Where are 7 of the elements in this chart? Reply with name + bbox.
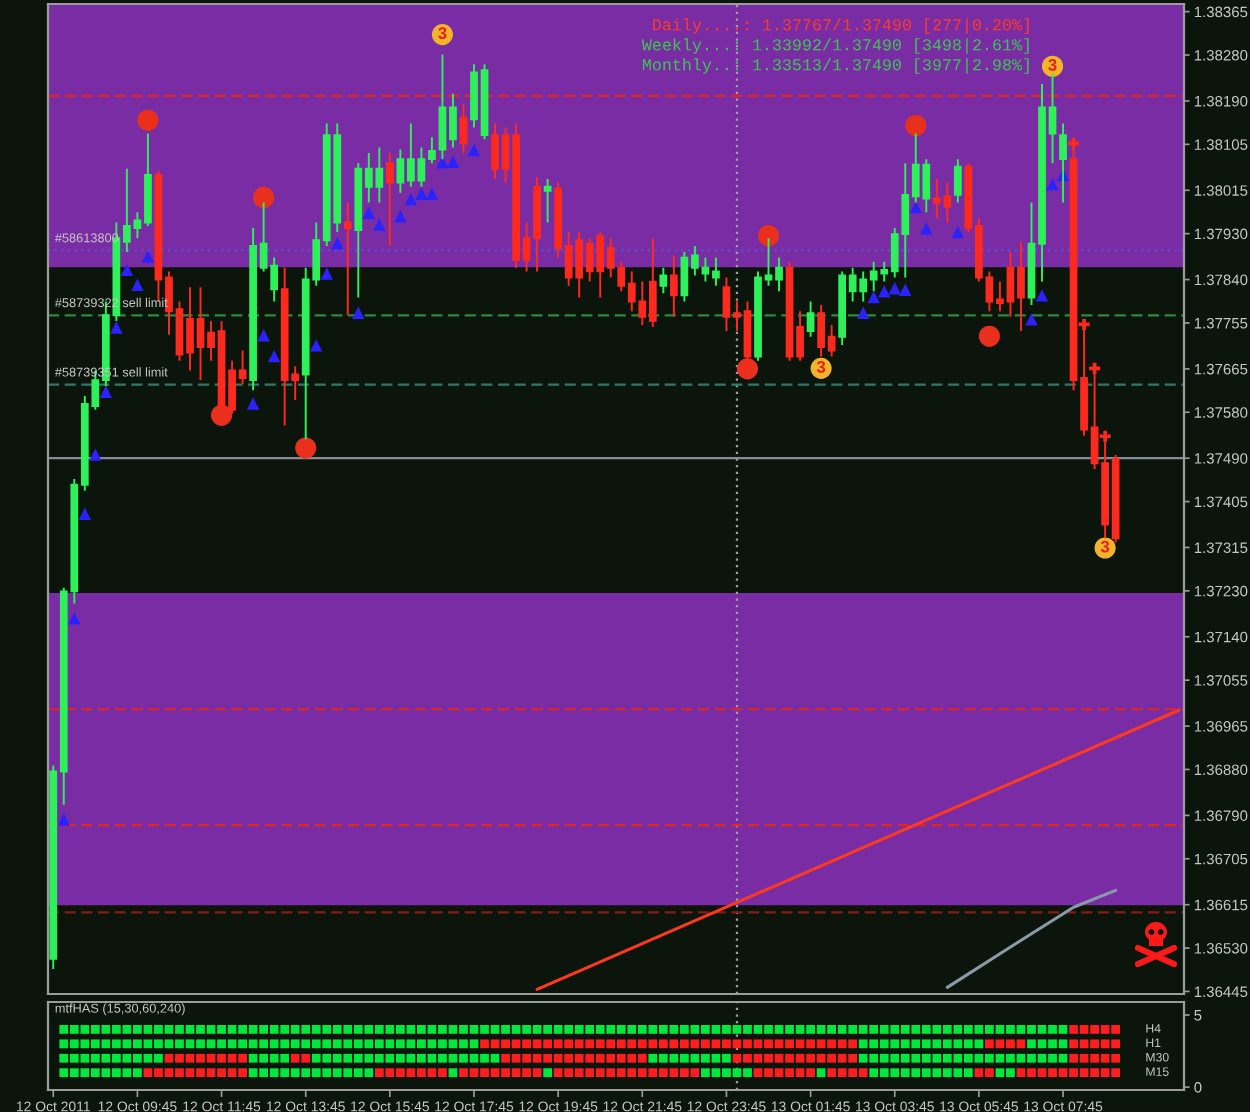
annotation: 3 xyxy=(438,27,447,40)
annotation: 3 xyxy=(1048,58,1057,71)
annotation: Daily....: 1.37767/1.37490 [277|0.20%] xyxy=(653,18,1029,34)
annotation: 3 xyxy=(816,361,826,373)
annotation: Weekly...: 1.33992/1.37490 [3498|2.61%] xyxy=(641,38,1029,54)
annotation: Monthly..: 1.33513/1.37490 [3977|2.98%] xyxy=(642,58,1029,74)
annotation: 3 xyxy=(1100,540,1110,553)
